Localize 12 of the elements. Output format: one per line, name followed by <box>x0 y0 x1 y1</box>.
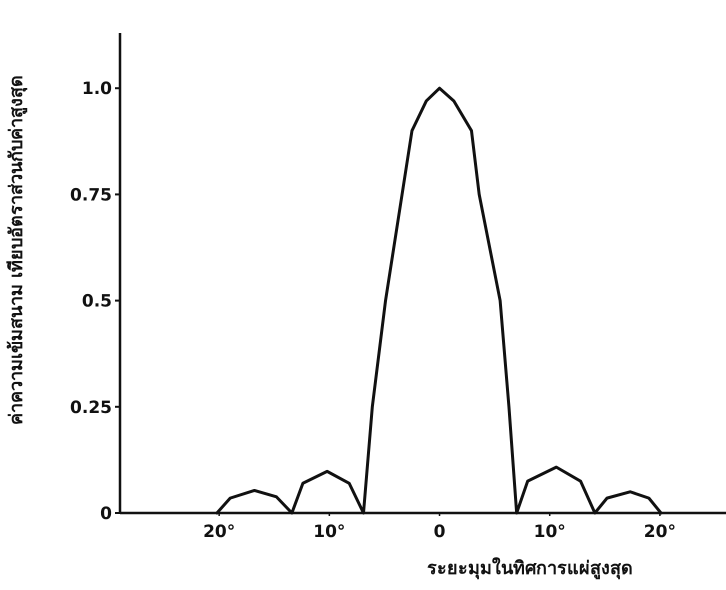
x-tick-label: 10° <box>534 522 566 542</box>
x-tick-label: 0 <box>434 522 446 542</box>
y-tick-label: 1.0 <box>82 79 112 100</box>
x-tick-label: 20° <box>203 522 236 542</box>
y-tick-label: 0 <box>100 504 112 524</box>
y-tick-label: 0.5 <box>82 292 112 312</box>
y-axis-title: ค่าความเข้มสนาม เทียบอัตราส่วนกับค่าสูงสุด <box>6 74 28 426</box>
y-tick-label: 0.25 <box>70 398 112 418</box>
x-axis-title: ระยะมุมในทิศการแผ่สูงสุด <box>427 557 633 580</box>
x-tick-label: 20° <box>644 522 676 542</box>
y-tick-label: 0.75 <box>70 185 112 206</box>
x-tick-label: 10° <box>313 522 346 542</box>
